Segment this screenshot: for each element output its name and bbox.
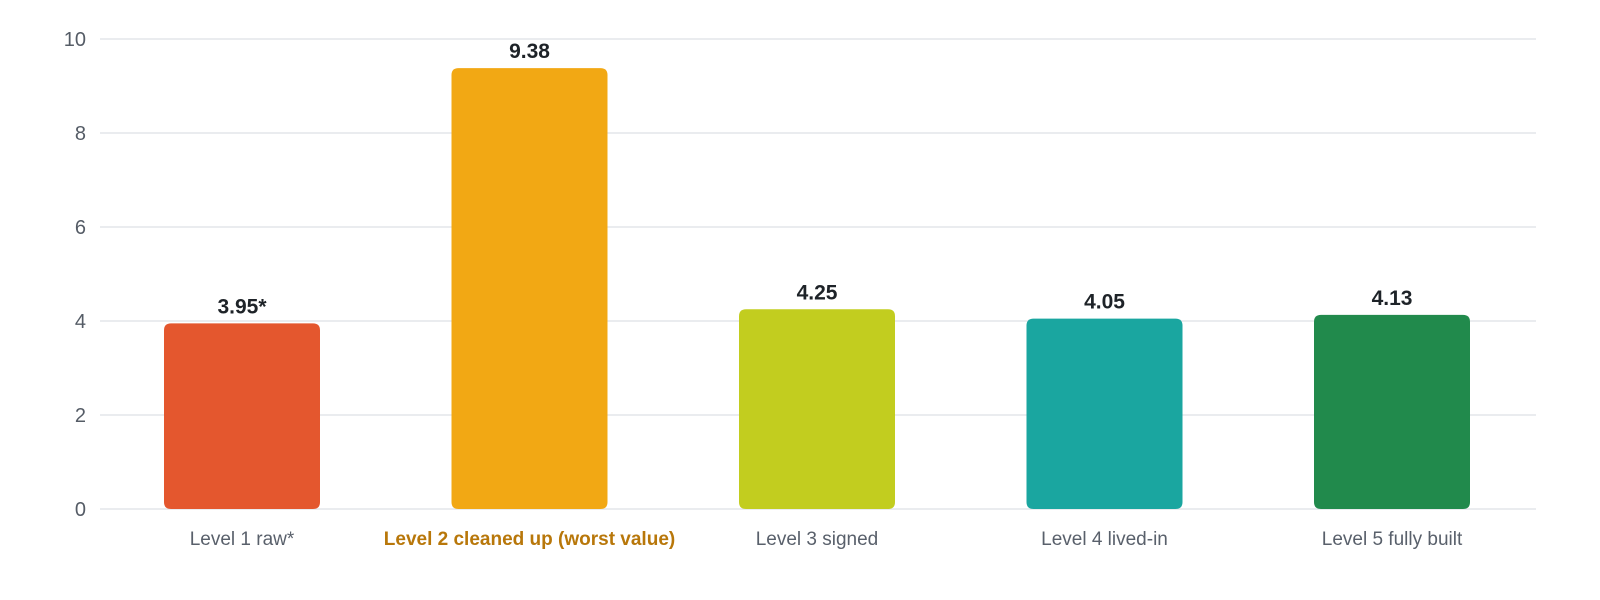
y-tick-label: 8 <box>75 123 86 145</box>
x-axis-labels: Level 1 raw* Level 2 cleaned up (worst va… <box>190 529 1463 550</box>
value-label-1: 3.95* <box>217 295 267 318</box>
bar-4 <box>1026 318 1183 509</box>
bar-5 <box>1314 314 1470 509</box>
x-tick-label-2: Level 2 cleaned up (worst value) <box>384 529 675 550</box>
value-label-3: 4.25 <box>797 281 838 304</box>
y-tick-label: 6 <box>75 217 86 239</box>
y-tick-label: 10 <box>64 29 86 51</box>
value-label-4: 4.05 <box>1084 291 1125 314</box>
bar-3 <box>739 309 895 509</box>
y-tick-label: 2 <box>75 405 86 427</box>
y-tick-label: 4 <box>75 311 86 333</box>
y-tick-label: 0 <box>75 499 86 521</box>
x-tick-label-4: Level 4 lived-in <box>1041 529 1168 550</box>
y-axis-ticks: 0 2 4 6 8 10 <box>64 29 86 521</box>
value-label-2: 9.38 <box>509 40 550 63</box>
x-tick-label-5: Level 5 fully built <box>1322 529 1463 550</box>
x-tick-label-1: Level 1 raw* <box>190 529 295 550</box>
bar-1 <box>164 323 320 509</box>
value-labels: 3.95* 9.38 4.25 4.05 4.13 <box>217 40 1412 318</box>
value-label-5: 4.13 <box>1372 287 1413 310</box>
bars <box>164 68 1470 509</box>
bar-2 <box>451 68 608 509</box>
x-tick-label-3: Level 3 signed <box>756 529 879 550</box>
